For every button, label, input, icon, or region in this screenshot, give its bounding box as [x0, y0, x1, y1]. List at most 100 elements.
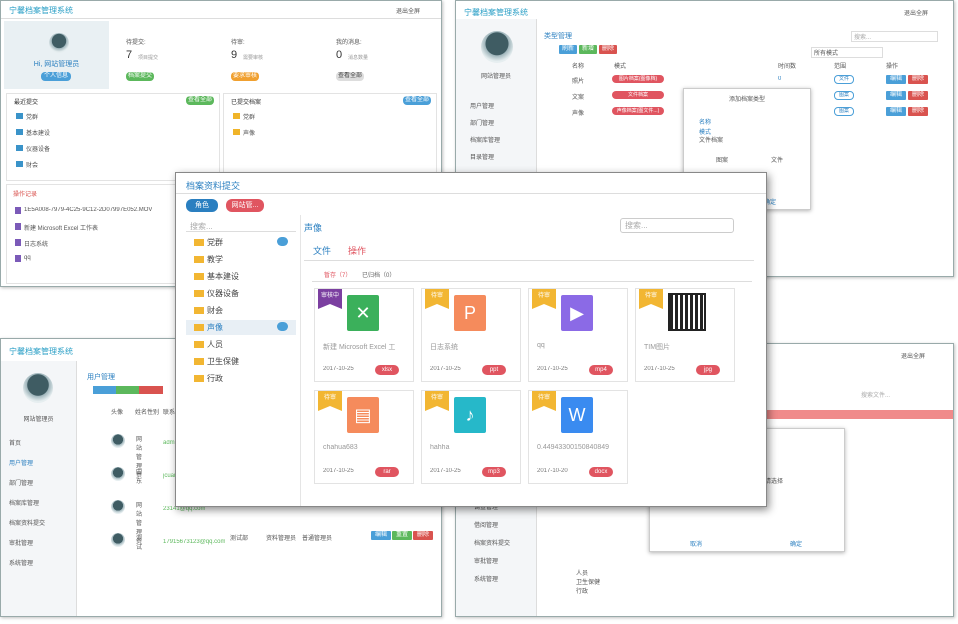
menu-item[interactable]: 用户管理	[9, 461, 34, 467]
select-text[interactable]: 所有模式	[814, 51, 839, 57]
tree-item[interactable]: 声像	[207, 323, 223, 332]
tab[interactable]: 文件	[313, 246, 332, 256]
fullscreen[interactable]: 退出全屏	[396, 9, 421, 15]
subtab[interactable]: 暂存（7）	[324, 273, 352, 279]
stat-button[interactable]: 档案提交	[126, 72, 154, 81]
row-action[interactable]: 编辑	[886, 75, 906, 84]
header-border	[1, 18, 441, 19]
tree-item[interactable]: 卫生保健	[207, 357, 239, 366]
menu-item[interactable]: 借阅管理	[474, 523, 499, 529]
menu-item[interactable]: 目录管理	[470, 155, 495, 161]
file-card[interactable]: 待审 ♪ hahha 2017-10-25 mp3	[421, 390, 521, 484]
menu-item[interactable]: 审批管理	[474, 559, 499, 565]
row-action[interactable]: 删除	[908, 91, 928, 100]
tree-item[interactable]: 行政	[207, 374, 223, 383]
fullscreen[interactable]: 退出全屏	[904, 11, 929, 17]
menu-item[interactable]: 档案库管理	[9, 501, 40, 507]
panel	[223, 93, 437, 181]
ok-button[interactable]: 确定	[790, 542, 803, 548]
record-item[interactable]: qq	[24, 255, 31, 261]
row-action[interactable]: 删除	[413, 531, 433, 540]
stat-value: 7	[126, 49, 133, 61]
tree-item[interactable]: 财会	[207, 306, 223, 315]
tree-item[interactable]: 人员	[207, 340, 223, 349]
option[interactable]: 图案	[716, 158, 729, 164]
file-card[interactable]: 待审 TIM图片 2017-10-25 jpg	[635, 288, 735, 382]
option[interactable]: 文件	[771, 158, 784, 164]
fullscreen[interactable]: 退出全屏	[901, 354, 926, 360]
ext-pill: ppt	[482, 365, 506, 375]
tree-item[interactable]: 卫生保健	[576, 580, 601, 586]
panel-item[interactable]: 党群	[243, 115, 256, 121]
toolbar-button[interactable]: 新增	[579, 45, 597, 54]
row-action[interactable]: 编辑	[886, 107, 906, 116]
menu-item[interactable]: 部门管理	[470, 121, 495, 127]
panel-item[interactable]: 仪器设备	[26, 147, 51, 153]
stat-button[interactable]: 要求审核	[231, 72, 259, 81]
search-text[interactable]: 搜索...	[190, 222, 213, 231]
tree-item[interactable]: 党群	[207, 238, 223, 247]
page-heading: 类型管理	[544, 33, 572, 40]
role-button[interactable]: 网站管...	[226, 199, 264, 212]
menu-item[interactable]: 系统管理	[9, 561, 34, 567]
menu-item[interactable]: 档案库管理	[470, 138, 501, 144]
search-text[interactable]: 搜索...	[854, 35, 872, 41]
avatar	[23, 373, 53, 403]
record-item[interactable]: 1E5A008-7979-4C25-9C12-2D07997E052.MOV	[24, 207, 153, 213]
row-action[interactable]: 删除	[908, 107, 928, 116]
menu-item[interactable]: 部门管理	[9, 481, 34, 487]
file-card[interactable]: 待审 P 日志系统 2017-10-25 ppt	[421, 288, 521, 382]
row-action[interactable]: 重置	[392, 531, 412, 540]
row-action[interactable]: 编辑	[371, 531, 391, 540]
folder-icon	[194, 375, 204, 382]
menu-item[interactable]: 档案资料提交	[474, 541, 511, 547]
search-text[interactable]: 搜索...	[625, 221, 648, 230]
panel-button[interactable]: 查看全部	[403, 96, 431, 105]
search-text[interactable]: 搜索文件...	[861, 393, 891, 399]
avatar	[111, 467, 125, 481]
tree-badge	[277, 237, 288, 246]
menu-item[interactable]: 调查管理	[474, 505, 499, 511]
user-greeting: Hi, 网站管理员	[33, 61, 80, 68]
panel-button[interactable]: 查看全部	[186, 96, 214, 105]
file-name: 新建 Microsoft Excel 工	[323, 344, 396, 351]
tree-badge	[277, 322, 288, 331]
panel-item[interactable]: 党群	[26, 115, 39, 121]
folder-icon	[233, 129, 240, 135]
stat-button[interactable]: 查看全部	[336, 72, 364, 81]
ok-button[interactable]: 确定	[764, 200, 777, 206]
subtab[interactable]: 已归档（0）	[362, 273, 396, 279]
status-badge: 待审	[318, 391, 342, 411]
record-item[interactable]: 日志系统	[24, 242, 49, 248]
row-action[interactable]: 编辑	[886, 91, 906, 100]
tree-item[interactable]: 人员	[576, 571, 589, 577]
profile-button[interactable]: 个人信息	[41, 72, 71, 81]
role-button[interactable]: 角色	[186, 199, 218, 212]
menu-item[interactable]: 档案资料提交	[9, 521, 46, 527]
ext-pill: xlsx	[375, 365, 399, 375]
file-card[interactable]: 待审 W 0.44943300150840849 2017-10-20 docx	[528, 390, 628, 484]
menu-item[interactable]: 系统管理	[474, 577, 499, 583]
record-item[interactable]: 新建 Microsoft Excel 工作表	[24, 226, 99, 232]
cancel-button[interactable]: 取消	[690, 542, 703, 548]
row-action[interactable]: 删除	[908, 75, 928, 84]
file-card[interactable]: 待审 ▤ chahua683 2017-10-25 rar	[314, 390, 414, 484]
menu-item[interactable]: 首页	[9, 441, 22, 447]
qr-image	[668, 293, 706, 331]
toolbar-button[interactable]: 删除	[599, 45, 617, 54]
toolbar-button[interactable]: 刷新	[559, 45, 577, 54]
panel-item[interactable]: 基本建设	[26, 131, 51, 137]
tree-item[interactable]: 教学	[207, 255, 223, 264]
tree-item[interactable]: 仪器设备	[207, 289, 239, 298]
tree-item[interactable]: 行政	[576, 589, 589, 595]
file-card[interactable]: 待审 ▶ qq 2017-10-25 mp4	[528, 288, 628, 382]
folder-icon	[194, 256, 204, 263]
menu-item[interactable]: 审批管理	[9, 541, 34, 547]
tree-item[interactable]: 基本建设	[207, 272, 239, 281]
menu-item[interactable]: 用户管理	[470, 104, 495, 110]
tab[interactable]: 操作	[348, 246, 367, 256]
file-card[interactable]: 审核中 ✕ 新建 Microsoft Excel 工 2017-10-25 xlsx	[314, 288, 414, 382]
panel-item[interactable]: 财会	[26, 163, 39, 169]
select[interactable]: 请选择	[765, 479, 784, 485]
panel-item[interactable]: 声像	[243, 131, 256, 137]
